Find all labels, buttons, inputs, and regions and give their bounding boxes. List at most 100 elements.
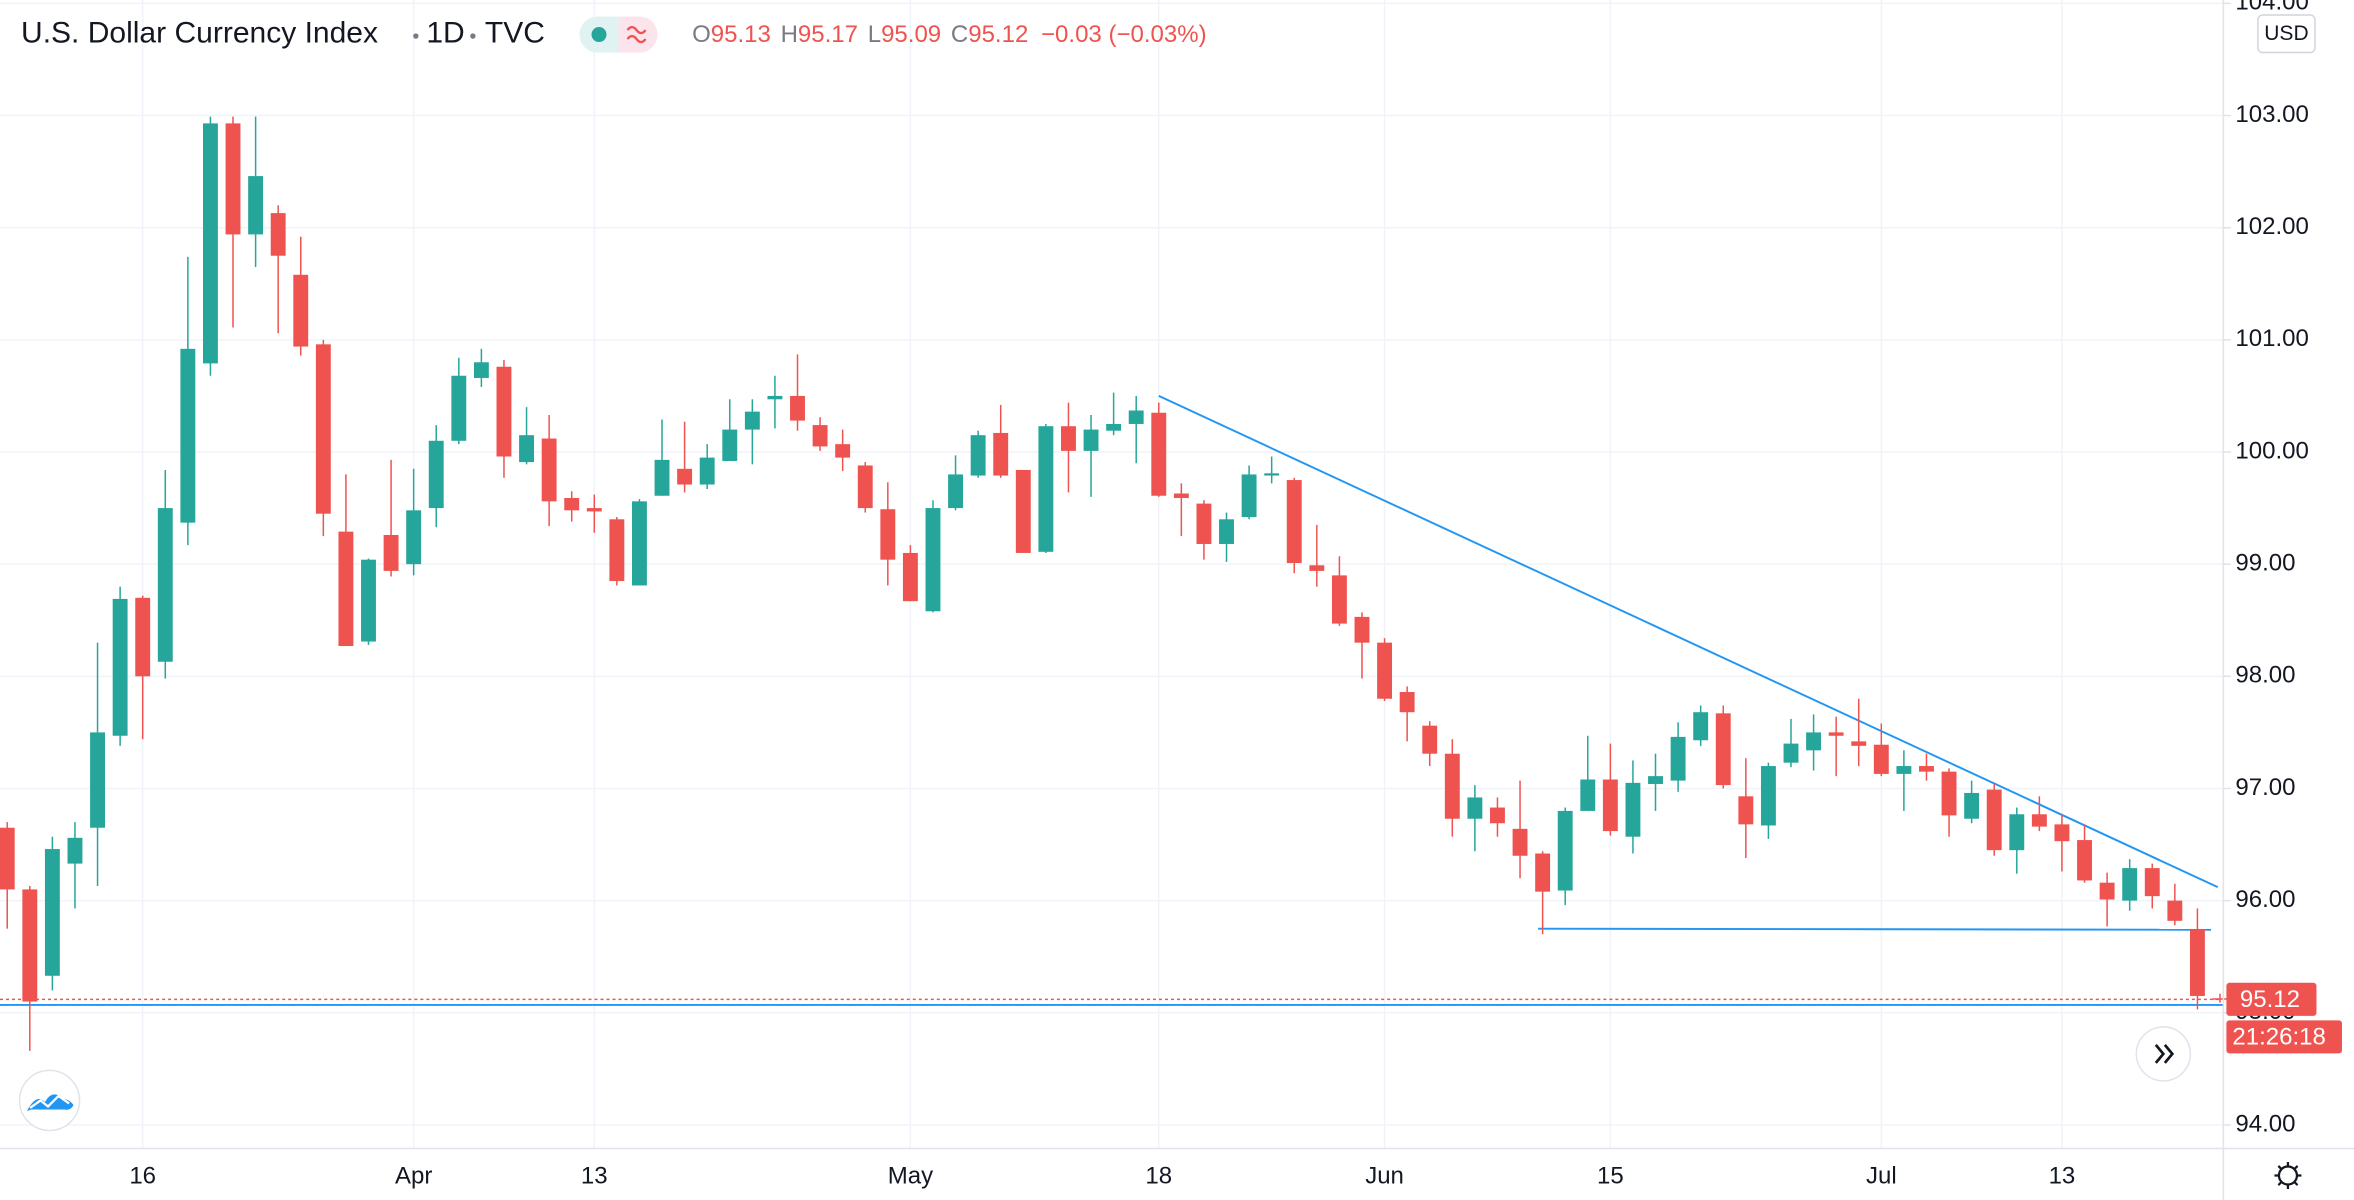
candle-body [744,411,760,430]
candle-body [22,889,38,1002]
candle-body [157,508,173,662]
candle-body [496,366,512,457]
last-price-box [2226,982,2317,1016]
candle-body [361,559,376,642]
y-tick-label: 94.00 [2235,1110,2295,1137]
candle-body [1693,712,1709,741]
candle-body [2054,824,2070,842]
candle-body [1535,853,1551,892]
candle-body [1557,810,1573,891]
last-price-label: 95.12 [2240,986,2300,1013]
candle-body [1015,469,1031,553]
candle-body [451,375,467,441]
gear-teeth [2274,1162,2302,1190]
trend-line[interactable] [1538,927,2211,931]
candle-body [383,534,399,571]
x-tick-label: 16 [129,1162,156,1189]
candle-body [812,425,828,447]
candle-body [1038,426,1054,552]
candle-body [586,508,602,512]
candle-body [1309,565,1325,571]
candle-body [248,176,264,235]
candle-body [790,395,805,421]
header: U.S. Dollar Currency Index 1D TVC O95.13… [21,16,1207,53]
candle-body [654,459,670,496]
candle-body [631,501,647,586]
legend-low-label: L [868,21,881,48]
y-tick-label: 99.00 [2235,550,2295,577]
interval: 1D [426,16,464,49]
separator [470,33,476,39]
candle-body [1806,732,1822,751]
x-tick-label: 13 [2049,1162,2076,1189]
candle-body [1648,776,1663,784]
currency-button[interactable] [2257,14,2316,54]
candle-body [1331,575,1347,624]
candle-body [1783,743,1799,763]
candle-body [1286,480,1302,564]
y-tick-label: 96.00 [2235,886,2295,913]
candle-body [857,465,873,509]
scroll-icon [2154,1044,2175,1064]
candle-body [2077,840,2092,881]
candle-body [2144,868,2160,897]
candle-body [315,344,331,514]
logo[interactable] [18,1069,81,1132]
currency: USD [2264,22,2308,45]
delay-icon [626,25,647,44]
x-tick-label: Apr [395,1162,432,1189]
candle-body [1354,616,1370,643]
candle-body [1670,736,1686,781]
candle-body [993,432,1009,476]
settings-button[interactable] [2274,1162,2302,1190]
candle-body [609,519,625,581]
candle-body [1715,713,1731,786]
candle-body [1241,474,1257,518]
market-open-dot [591,27,607,43]
candle-body [270,213,286,256]
x-tick-label: 13 [581,1162,608,1189]
candle-body [44,849,60,976]
legend-low: 95.09 [881,21,941,48]
scroll-button[interactable] [2135,1026,2192,1082]
x-tick-label: May [888,1162,933,1189]
candle-body [1106,423,1122,431]
candle-body [135,597,151,677]
legend-change: −0.03 (−0.03%) [1041,21,1207,48]
candle-body [1896,766,1912,774]
candle-body [112,598,128,736]
candle-body [1941,771,1957,816]
candle-body [428,440,444,509]
candle-body [0,827,15,890]
candle-body [880,509,896,560]
candle-body [1083,429,1099,451]
x-tick-label: Jul [1866,1162,1897,1189]
x-tick-label: 15 [1597,1162,1624,1189]
candle-body [564,497,580,511]
y-tick-label: 100.00 [2235,437,2308,464]
candle-body [1625,782,1641,837]
candle-body [722,429,738,461]
candle-body [1986,789,2002,851]
y-tick-label: 104.00 [2235,0,2308,16]
candle-body [925,508,941,612]
drawings [0,395,2224,1006]
candle-body [1580,779,1596,811]
candle-body [1760,766,1776,826]
candle-body [67,837,83,864]
candle-body [519,435,535,463]
y-tick-label: 101.00 [2235,325,2308,352]
ohlc-legend: O95.13 H95.17 L95.09 C95.12 −0.03 (−0.03… [692,21,1206,48]
candle-body [1219,519,1234,544]
candle-body [1128,410,1144,424]
candle-body [225,123,241,235]
legend-open: 95.13 [711,21,771,48]
candle-body [1512,828,1528,856]
candle-body [1377,642,1393,699]
candle-body [948,474,964,509]
candle-body [2189,929,2205,996]
trend-line[interactable] [1158,395,2219,889]
candle-body [293,274,309,347]
